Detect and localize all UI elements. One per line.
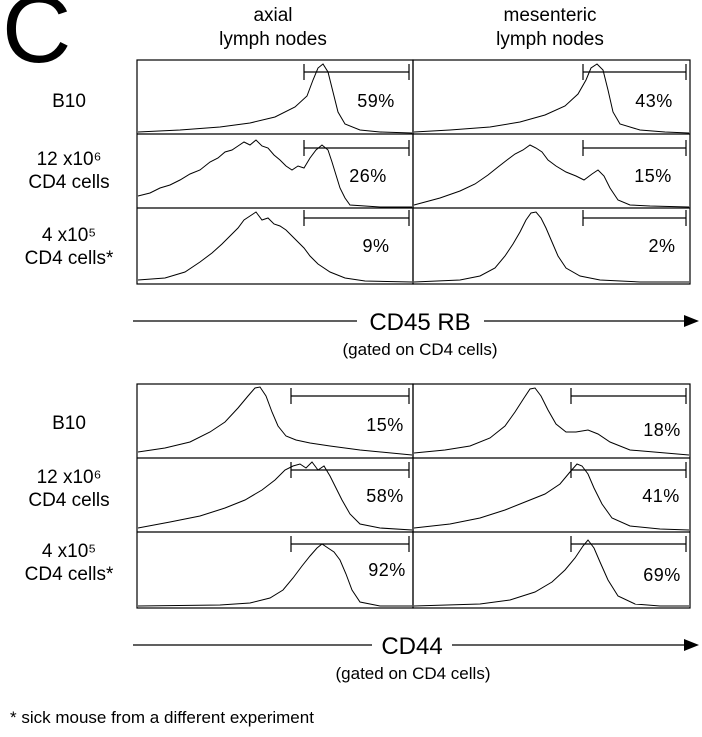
gate-bracket [290, 462, 410, 478]
histogram-trace [413, 63, 690, 134]
row-label-12x10-6: 12 x10⁶ CD4 cells [28, 149, 110, 193]
percent-label: 41% [642, 486, 680, 506]
column-header-line1: axial [253, 5, 293, 26]
axis-title: CD45 RB [369, 309, 470, 336]
percent-label: 43% [635, 91, 673, 111]
gate-bracket [582, 140, 687, 156]
block1-right-frame [412, 59, 691, 285]
percent-label: 69% [643, 565, 681, 585]
row-label-12x10-6: 12 x10⁶ CD4 cells [28, 467, 110, 511]
row-label-4x10-5: 4 x10⁵ CD4 cells* [24, 541, 114, 585]
percent-label: 26% [349, 166, 387, 186]
gate-bracket [570, 388, 687, 404]
percent-label: 18% [643, 420, 681, 440]
histogram-trace [413, 387, 690, 456]
histogram-trace [413, 211, 689, 283]
column-header-line2: lymph nodes [219, 29, 327, 50]
gate-bracket [303, 64, 410, 80]
footnote: * sick mouse from a different experiment [10, 708, 314, 727]
percent-label: 9% [362, 236, 389, 256]
axis-subtitle: (gated on CD4 cells) [335, 664, 491, 683]
histogram-trace [413, 144, 690, 208]
axis-title: CD44 [381, 633, 442, 660]
percent-label: 2% [648, 236, 675, 256]
block2-right-frame [412, 383, 691, 609]
histogram-trace [137, 386, 413, 456]
row-label-b10: B10 [52, 91, 86, 112]
arrow-head-icon [684, 639, 699, 651]
gate-bracket [290, 388, 410, 404]
column-header-line1: mesenteric [503, 5, 597, 26]
histogram-trace [413, 463, 690, 531]
row-label-4x10-5: 4 x10⁵ CD4 cells* [24, 225, 114, 269]
gate-bracket [290, 536, 410, 552]
percent-label: 59% [357, 91, 395, 111]
percent-label: 15% [366, 415, 404, 435]
gate-bracket [570, 462, 687, 478]
row-label-b10: B10 [52, 413, 86, 434]
gate-bracket [303, 210, 410, 226]
column-header-line2: lymph nodes [496, 29, 604, 50]
arrow-head-icon [684, 315, 699, 327]
column-header-axial: axial lymph nodes [173, 4, 373, 52]
histogram-trace [137, 461, 413, 531]
histogram-trace [413, 539, 689, 607]
gate-bracket [582, 64, 687, 80]
gate-bracket [570, 536, 687, 552]
percent-label: 92% [368, 560, 406, 580]
histogram-trace [137, 543, 412, 607]
percent-label: 58% [366, 486, 404, 506]
gate-bracket [303, 140, 410, 156]
gate-bracket [582, 210, 687, 226]
histogram-trace [137, 211, 413, 283]
histogram-trace [137, 139, 412, 208]
panel-letter: C [2, 0, 71, 83]
column-header-mesenteric: mesenteric lymph nodes [450, 4, 650, 52]
histogram-trace [137, 63, 413, 134]
axis-subtitle: (gated on CD4 cells) [342, 340, 498, 359]
percent-label: 15% [634, 166, 672, 186]
